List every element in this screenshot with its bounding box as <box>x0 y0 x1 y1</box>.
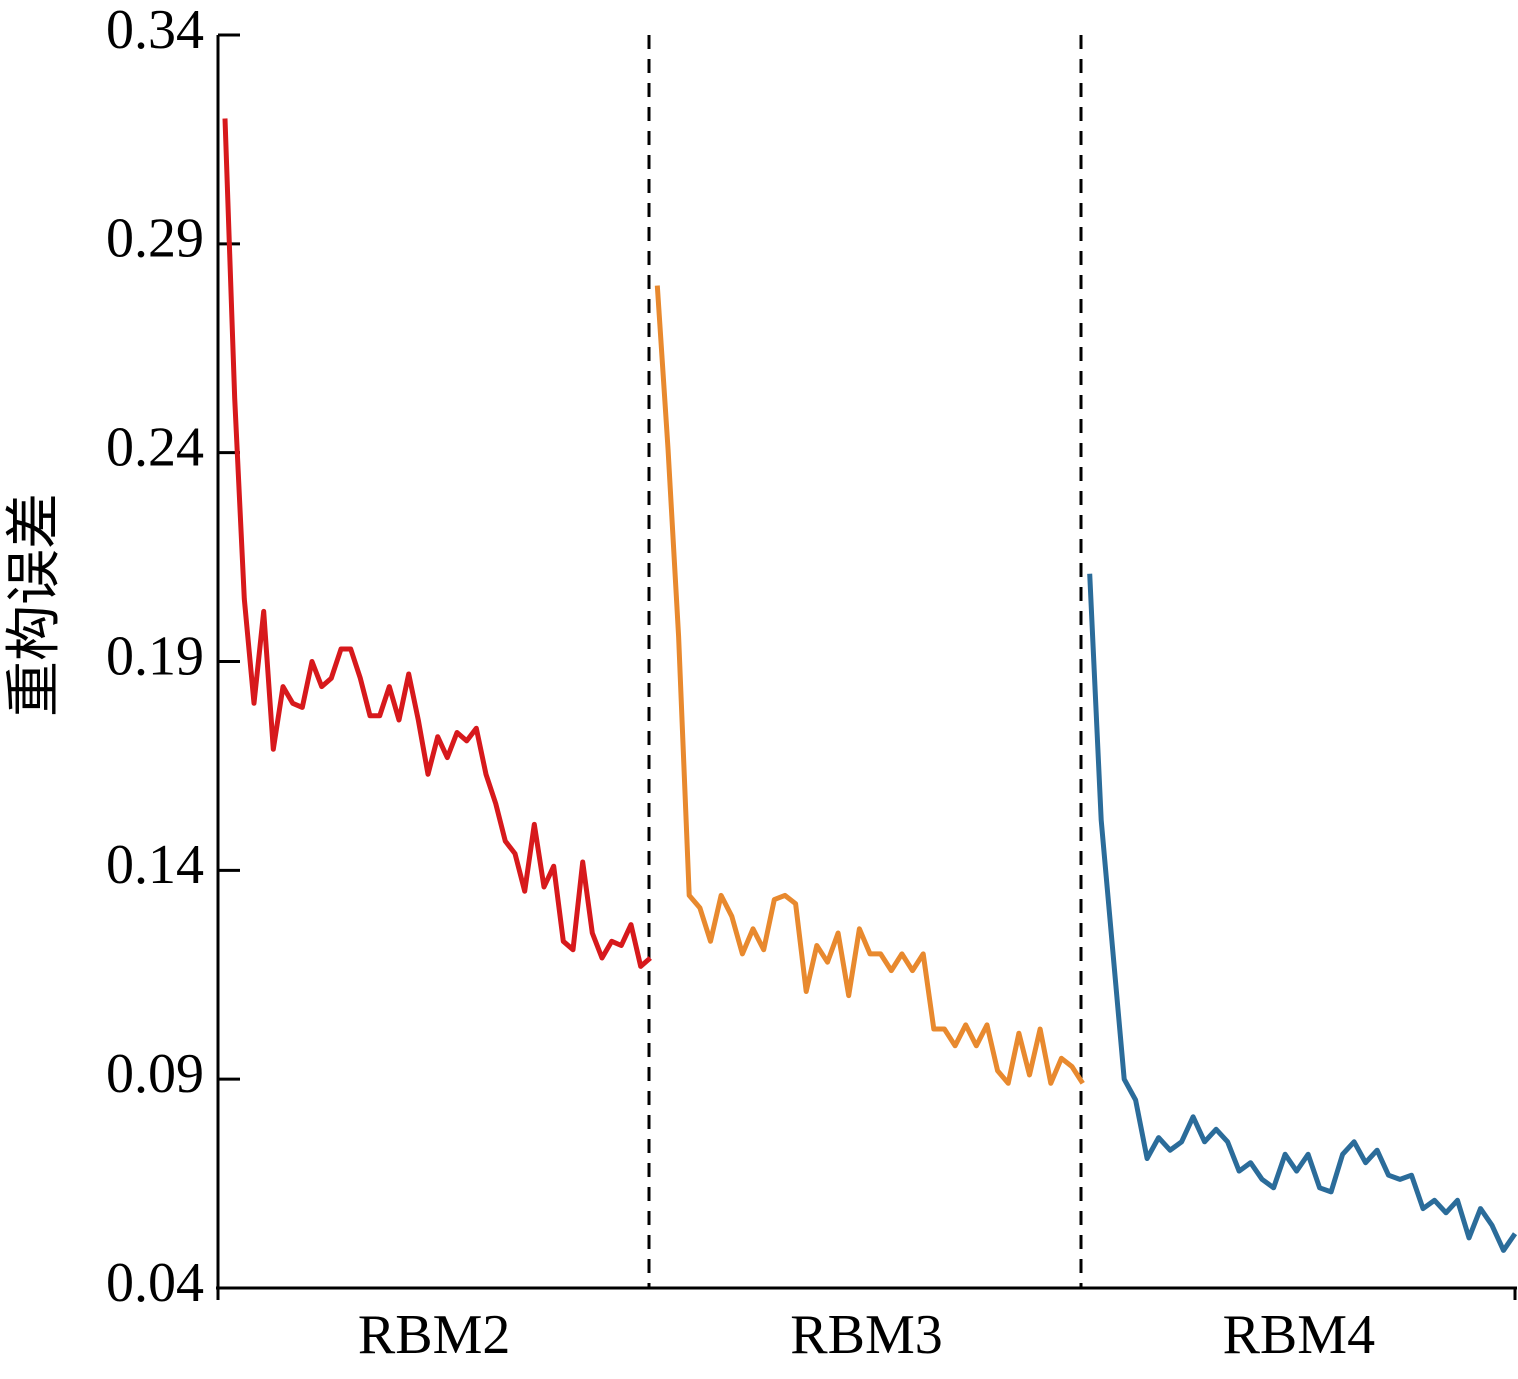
y-tick-label: 0.04 <box>106 1252 204 1314</box>
x-tick-label: RBM3 <box>790 1304 943 1366</box>
y-tick-label: 0.14 <box>106 834 204 896</box>
y-axis-label: 重构误差 <box>4 493 66 717</box>
series-line <box>654 285 1085 1086</box>
x-tick-label: RBM4 <box>1223 1304 1376 1366</box>
series-line <box>222 118 652 969</box>
y-tick-label: 0.09 <box>106 1043 204 1105</box>
y-tick-label: 0.19 <box>106 625 204 687</box>
x-tick-label: RBM2 <box>358 1304 511 1366</box>
series-line <box>1087 573 1518 1253</box>
y-tick-label: 0.29 <box>106 208 204 270</box>
y-tick-label: 0.24 <box>106 417 204 479</box>
y-tick-label: 0.34 <box>106 0 204 61</box>
